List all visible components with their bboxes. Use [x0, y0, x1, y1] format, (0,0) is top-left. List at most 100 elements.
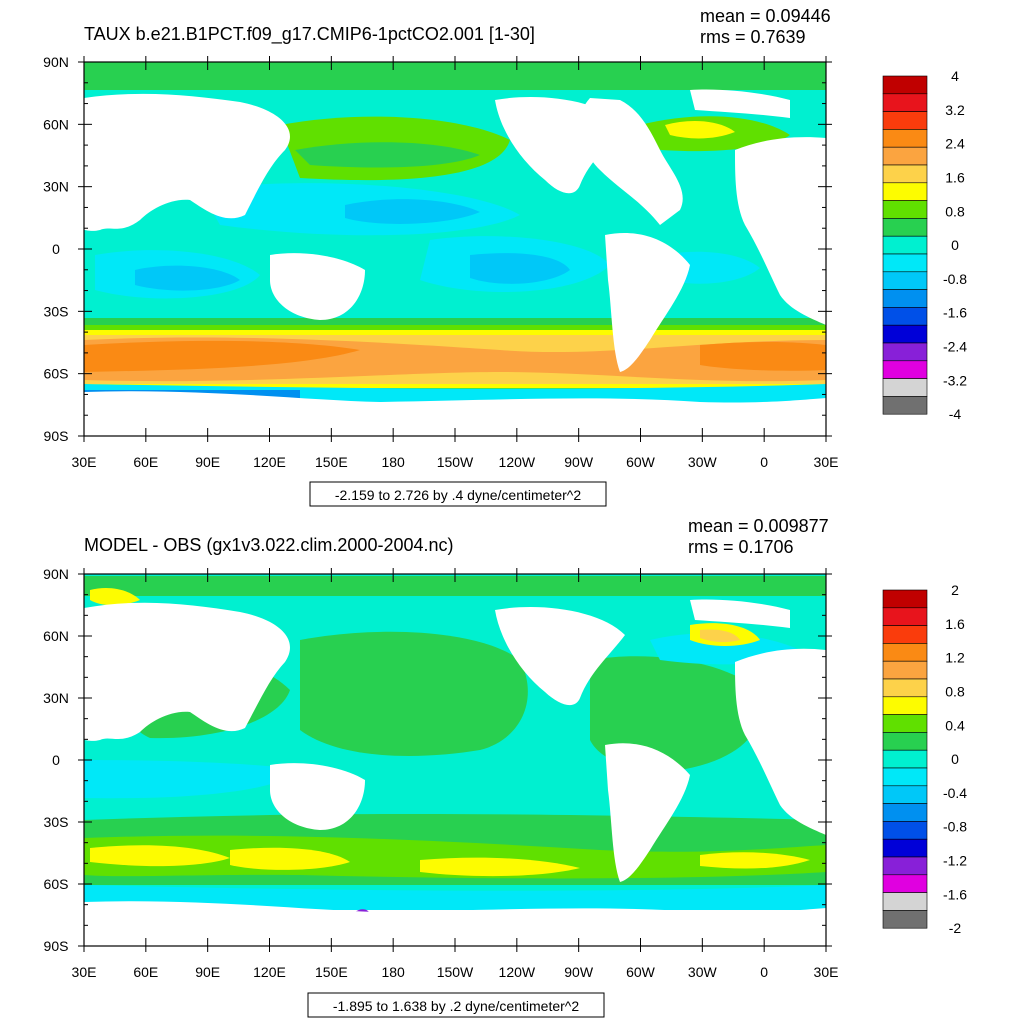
lon-label: 180 [381, 964, 405, 980]
colorbar-cell [882, 342, 928, 362]
colorbar-cell [882, 200, 928, 219]
colorbar-cell [882, 589, 928, 609]
panel-title: TAUX b.e21.B1PCT.f09_g17.CMIP6-1pctCO2.0… [84, 24, 535, 45]
range-note-box [307, 992, 605, 1018]
longitude-labels: 30E 60E 90E 120E 150E 180 150W 120W 90W 60W 30W 0 30… [72, 964, 839, 980]
lon-label: 0 [760, 964, 768, 980]
colorbar-label: 0.4 [945, 717, 965, 733]
lon-label: 90E [195, 964, 220, 980]
colorbar-cell [882, 93, 928, 112]
colorbar-cell [882, 307, 928, 326]
colorbar-cell [882, 892, 928, 911]
lat-label: 90S [44, 938, 69, 954]
colorbar-label: -2 [949, 920, 962, 936]
colorbar-label: 0 [951, 751, 959, 767]
colorbar-cell [882, 396, 928, 415]
colorbar-label: -2.4 [943, 339, 967, 355]
lon-label: 120W [499, 964, 536, 980]
colorbar-cell [882, 785, 928, 804]
range-note: -1.895 to 1.638 by .2 dyne/centimeter^2 [333, 998, 579, 1014]
colorbar-cell [882, 607, 928, 626]
colorbar-cell [882, 164, 928, 184]
lon-label: 90W [564, 964, 594, 980]
lat-label: 60S [44, 876, 69, 892]
colorbar-cell [882, 75, 928, 95]
colorbar-label: 1.6 [945, 169, 965, 185]
range-note-box [309, 481, 607, 507]
colorbar-cell [882, 235, 928, 255]
lon-label: 150W [437, 454, 474, 470]
longitude-labels: 30E 60E 90E 120E 150E 180 150W 120W 90W 60W 30W 0 30… [72, 454, 839, 470]
colorbar-cell [882, 378, 928, 397]
latitude-labels: 90N 60N 30N 0 30S 60S 90S [43, 566, 69, 954]
colorbar-label: -0.8 [943, 819, 967, 835]
lon-label: 150E [315, 964, 348, 980]
lon-label: 60W [626, 964, 656, 980]
colorbar-label: 2 [951, 582, 959, 598]
lat-label: 30S [44, 303, 69, 319]
colorbar [882, 589, 928, 929]
colorbar-cell [882, 111, 928, 130]
lon-label: 120W [499, 454, 536, 470]
lat-label: 30N [43, 690, 69, 706]
colorbar-cell [882, 289, 928, 308]
panel-model-obs: MODEL - OBS (gx1v3.022.clim.2000-2004.nc… [43, 516, 967, 1018]
colorbar-label: 0.8 [945, 683, 965, 699]
colorbar-label: 4 [951, 68, 959, 84]
panel-mean: mean = 0.09446 [700, 6, 831, 26]
colorbar-cell [882, 732, 928, 751]
colorbar-cell [882, 146, 928, 166]
colorbar-label: -0.4 [943, 785, 967, 801]
lon-label: 90E [195, 454, 220, 470]
colorbar-label: -4 [949, 406, 962, 422]
lat-label: 60S [44, 366, 69, 382]
colorbar-label: 1.2 [945, 650, 965, 666]
lat-label: 60N [43, 116, 69, 132]
colorbar-cell [882, 749, 928, 769]
colorbar-label: -1.6 [943, 305, 967, 321]
lat-label: 0 [52, 241, 60, 257]
colorbar-label: -0.8 [943, 271, 967, 287]
colorbar-cell [882, 660, 928, 680]
lat-label: 30S [44, 814, 69, 830]
lon-label: 120E [253, 964, 286, 980]
lon-label: 30E [72, 454, 97, 470]
colorbar-cell [882, 821, 928, 840]
colorbar-cell [882, 625, 928, 644]
colorbar-label: 2.4 [945, 136, 965, 152]
colorbar-cell [882, 910, 928, 929]
colorbar-cell [882, 696, 928, 715]
lon-label: 150E [315, 454, 348, 470]
colorbar-labels: 4 3.2 2.4 1.6 0.8 0 -0.8 -1.6 -2.4 -3.2 -4 [943, 68, 967, 422]
lat-label: 0 [52, 752, 60, 768]
lat-label: 90N [43, 54, 69, 70]
colorbar-cell [882, 714, 928, 733]
panel-title: MODEL - OBS (gx1v3.022.clim.2000-2004.nc… [84, 535, 454, 555]
lon-label: 30W [688, 454, 718, 470]
panel-taux: TAUX b.e21.B1PCT.f09_g17.CMIP6-1pctCO2.0… [43, 6, 967, 507]
lon-label: 30E [814, 964, 839, 980]
map-field [84, 62, 826, 436]
colorbar-label: -3.2 [943, 372, 967, 388]
lon-label: 60E [133, 454, 158, 470]
colorbar-label: 3.2 [945, 102, 965, 118]
lon-label: 30W [688, 964, 718, 980]
colorbar-cell [882, 360, 928, 379]
panel-rms: rms = 0.1706 [688, 537, 794, 557]
colorbar-cell [882, 874, 928, 893]
colorbar-cell [882, 767, 928, 787]
lon-label: 60E [133, 964, 158, 980]
colorbar-cell [882, 324, 928, 344]
lon-label: 120E [253, 454, 286, 470]
colorbar-cell [882, 182, 928, 201]
lon-label: 150W [437, 964, 474, 980]
lat-label: 90N [43, 566, 69, 582]
lon-label: 30E [72, 964, 97, 980]
colorbar-cell [882, 253, 928, 273]
colorbar-cell [882, 271, 928, 290]
panel-rms: rms = 0.7639 [700, 27, 806, 47]
colorbar-label: 1.6 [945, 616, 965, 632]
panel-mean: mean = 0.009877 [688, 516, 829, 536]
latitude-labels: 90N 60N 30N 0 30S 60S 90S [43, 54, 69, 444]
